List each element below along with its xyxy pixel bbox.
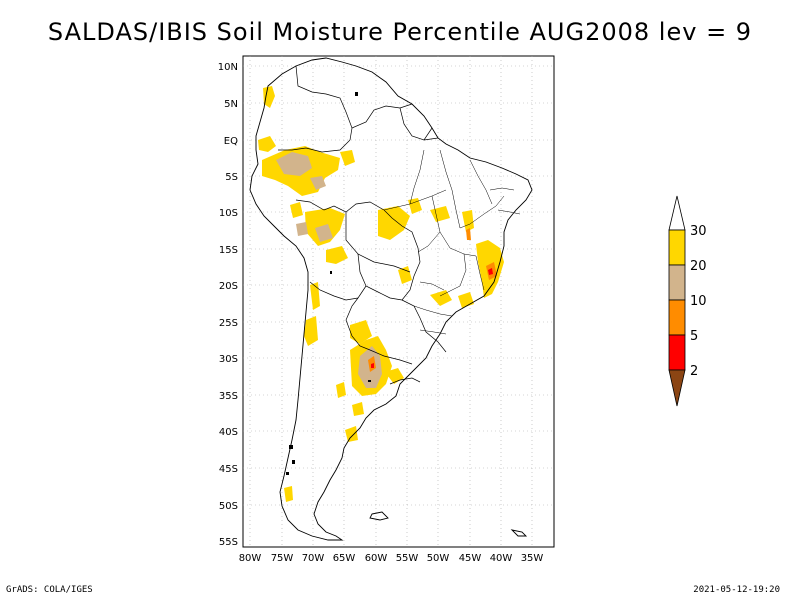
colorbar-label: 30 xyxy=(690,224,707,239)
lat-label: 10N xyxy=(218,62,238,73)
lon-label: 45W xyxy=(459,553,482,564)
lat-label: 25S xyxy=(219,318,238,329)
lat-label: 5S xyxy=(225,172,238,183)
colorbar-labels: 30 20 10 5 2 xyxy=(690,224,707,379)
lake-marks xyxy=(286,92,371,475)
lat-label: 35S xyxy=(219,391,238,402)
colorbar-label: 20 xyxy=(690,259,707,274)
state-borders xyxy=(383,149,521,335)
plot-frame xyxy=(242,55,555,548)
lat-label: EQ xyxy=(224,136,238,147)
coastline xyxy=(249,57,533,541)
lon-label: 50W xyxy=(427,553,450,564)
lat-label: 30S xyxy=(219,354,238,365)
graticule xyxy=(243,56,554,547)
lon-label: 60W xyxy=(365,553,388,564)
colorbar-swatch-5 xyxy=(668,334,686,371)
latitude-labels: 10N 5N EQ 5S 10S 15S 20S 25S 30S 35S 40S… xyxy=(218,62,238,548)
lat-label: 15S xyxy=(219,245,238,256)
lat-label: 10S xyxy=(219,208,238,219)
lon-label: 55W xyxy=(396,553,419,564)
colorbar-swatch-10 xyxy=(668,299,686,336)
lon-label: 35W xyxy=(521,553,544,564)
render-timestamp: 2021-05-12-19:20 xyxy=(693,585,780,595)
percentile-shading xyxy=(258,86,504,502)
lat-label: 20S xyxy=(219,281,238,292)
colorbar-under-triangle xyxy=(668,369,686,407)
color-bar xyxy=(668,195,686,407)
colorbar-swatch-30 xyxy=(668,229,686,266)
grads-credit: GrADS: COLA/IGES xyxy=(6,585,93,595)
lat-label: 40S xyxy=(219,427,238,438)
lon-label: 80W xyxy=(239,553,262,564)
colorbar-swatch-20 xyxy=(668,264,686,301)
country-borders xyxy=(278,65,447,385)
lat-label: 5N xyxy=(224,99,238,110)
lon-label: 75W xyxy=(271,553,294,564)
lon-label: 70W xyxy=(302,553,325,564)
map-title: SALDAS/IBIS Soil Moisture Percentile AUG… xyxy=(47,18,753,46)
colorbar-over-triangle xyxy=(668,195,686,231)
lon-label: 40W xyxy=(490,553,513,564)
lat-label: 55S xyxy=(219,537,238,548)
lon-label: 65W xyxy=(333,553,356,564)
colorbar-label: 2 xyxy=(690,364,698,379)
colorbar-label: 5 xyxy=(690,329,698,344)
colorbar-label: 10 xyxy=(690,294,707,309)
lat-label: 50S xyxy=(219,501,238,512)
lat-label: 45S xyxy=(219,464,238,475)
longitude-labels: 80W 75W 70W 65W 60W 55W 50W 45W 40W 35W xyxy=(239,553,544,564)
